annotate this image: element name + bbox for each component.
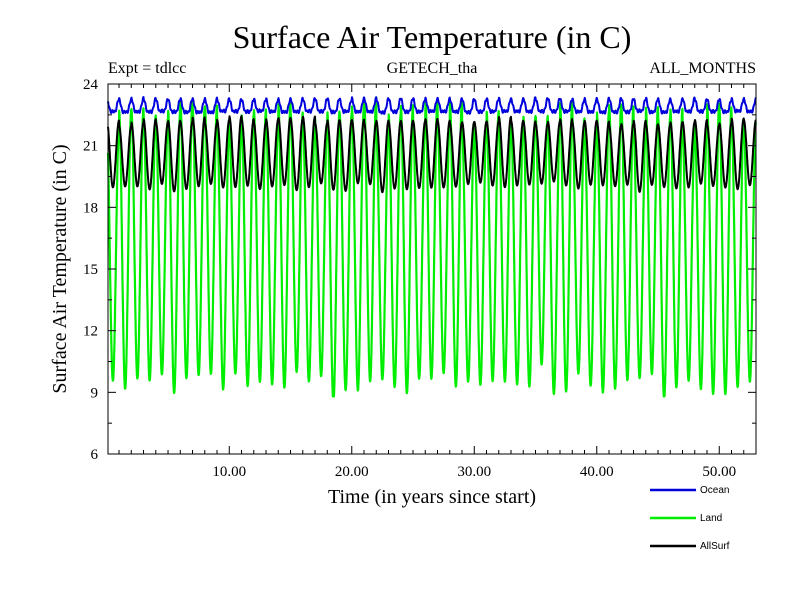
y-tick-label: 6	[91, 447, 99, 463]
plot-area	[106, 96, 757, 398]
y-tick-label: 18	[83, 200, 98, 216]
legend-label-allsurf: AllSurf	[700, 541, 730, 552]
x-axis-label: Time (in years since start)	[328, 486, 536, 508]
months-label: ALL_MONTHS	[649, 60, 756, 77]
y-tick-label: 12	[83, 324, 98, 340]
x-tick-label: 40.00	[580, 464, 614, 480]
y-tick-label: 21	[83, 139, 98, 155]
y-tick-label: 24	[83, 77, 99, 93]
series-line-allsurf	[107, 115, 757, 194]
series-line-land	[106, 96, 757, 398]
legend: Ocean Land AllSurf	[650, 485, 730, 552]
x-tick-label: 10.00	[212, 464, 246, 480]
y-tick-label: 9	[91, 385, 99, 401]
y-tick-label: 15	[83, 262, 98, 278]
dataset-label: GETECH_tha	[387, 60, 478, 77]
x-tick-label: 50.00	[702, 464, 736, 480]
legend-label-ocean: Ocean	[700, 485, 729, 496]
legend-label-land: Land	[700, 513, 722, 524]
series-line-ocean	[107, 96, 757, 115]
y-axis-label: Surface Air Temperature (in C)	[49, 144, 71, 393]
experiment-label: Expt = tdlcc	[108, 60, 186, 77]
x-tick-label: 30.00	[457, 464, 491, 480]
chart-title: Surface Air Temperature (in C)	[233, 19, 632, 55]
x-tick-label: 20.00	[335, 464, 369, 480]
axes: 6 9 12 15 18 21 24 10.00 20.00 30.00 40.00 50.00	[83, 77, 756, 480]
